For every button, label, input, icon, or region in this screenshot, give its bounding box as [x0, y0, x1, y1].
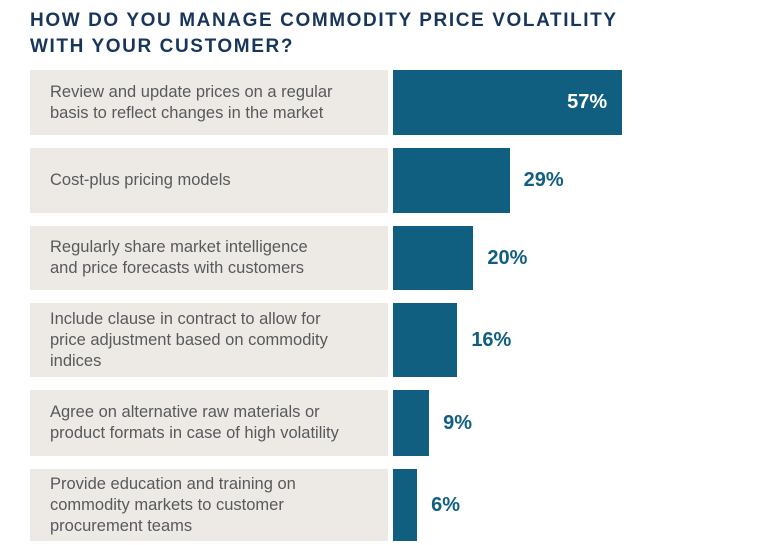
bar-area: 20% — [393, 226, 778, 290]
bar: 57% — [393, 70, 623, 135]
chart-row: Provide education and training on commod… — [30, 469, 778, 541]
category-label: Review and update prices on a regular ba… — [30, 70, 388, 135]
bar — [393, 303, 458, 377]
value-label: 6% — [431, 493, 461, 516]
value-label: 9% — [443, 411, 473, 434]
bar-chart: Review and update prices on a regular ba… — [30, 70, 778, 541]
bar-area: 6% — [393, 469, 778, 541]
bar — [393, 148, 510, 213]
bar-area: 57% — [393, 70, 778, 135]
chart-title-line-1: HOW DO YOU MANAGE COMMODITY PRICE VOLATI… — [30, 10, 618, 31]
bar-area: 9% — [393, 390, 778, 456]
value-label: 20% — [487, 246, 528, 269]
chart-row: Cost-plus pricing models 29% — [30, 148, 778, 213]
category-label: Agree on alternative raw materials or pr… — [30, 390, 388, 456]
value-label: 29% — [523, 169, 564, 191]
bar-area: 16% — [393, 303, 778, 377]
category-label: Regularly share market intelligence and … — [30, 226, 388, 290]
value-label: 16% — [471, 328, 512, 351]
bar — [393, 469, 418, 541]
chart-row: Agree on alternative raw materials or pr… — [30, 390, 778, 456]
bar — [393, 390, 430, 456]
chart-title: HOW DO YOU MANAGE COMMODITY PRICE VOLATI… — [30, 8, 778, 60]
chart-row: Regularly share market intelligence and … — [30, 226, 778, 290]
category-label: Cost-plus pricing models — [30, 148, 388, 213]
bar — [393, 226, 474, 290]
value-label: 57% — [567, 91, 608, 113]
chart-title-line-2: WITH YOUR CUSTOMER? — [30, 36, 295, 57]
chart-row: Review and update prices on a regular ba… — [30, 70, 778, 135]
bar-area: 29% — [393, 148, 778, 213]
chart-row: Include clause in contract to allow for … — [30, 303, 778, 377]
category-label: Include clause in contract to allow for … — [30, 303, 388, 377]
category-label: Provide education and training on commod… — [30, 469, 388, 541]
